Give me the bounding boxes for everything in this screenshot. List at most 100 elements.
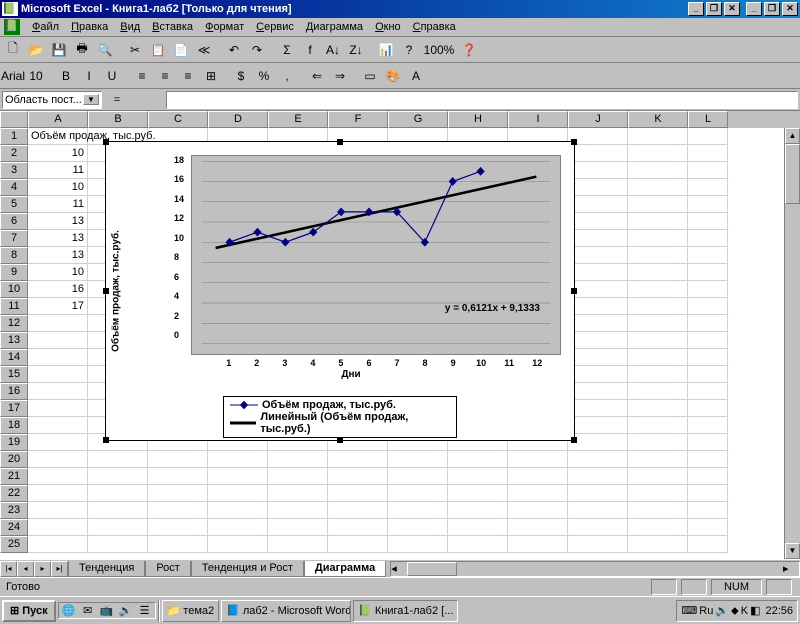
cell[interactable]: 10 — [28, 145, 88, 162]
cell[interactable] — [628, 264, 688, 281]
doc-close-button[interactable]: ✕ — [724, 2, 740, 16]
tray-icon[interactable]: 🔊 — [715, 605, 729, 617]
cell[interactable] — [568, 434, 628, 451]
tray-icon[interactable]: Ru — [699, 605, 713, 617]
cell[interactable] — [688, 485, 728, 502]
excel-doc-icon[interactable]: 📗 — [4, 19, 20, 35]
tray-icon[interactable]: ⬥ — [731, 605, 739, 617]
cell[interactable] — [388, 451, 448, 468]
toolbar-button[interactable]: Z↓ — [345, 39, 367, 61]
cell[interactable] — [208, 519, 268, 536]
cell[interactable] — [448, 468, 508, 485]
cell[interactable] — [148, 519, 208, 536]
cell[interactable]: 17 — [28, 298, 88, 315]
cell[interactable] — [508, 468, 568, 485]
cell[interactable] — [208, 485, 268, 502]
toolbar-button[interactable]: 🖶 — [71, 39, 93, 61]
toolbar-button[interactable]: 📋 — [147, 39, 169, 61]
cell[interactable] — [628, 536, 688, 553]
menu-правка[interactable]: Правка — [65, 19, 114, 35]
cell[interactable] — [568, 417, 628, 434]
cell[interactable] — [388, 536, 448, 553]
toolbar-button[interactable]: ↷ — [246, 39, 268, 61]
cell[interactable] — [628, 298, 688, 315]
toolbar-button[interactable]: Σ — [276, 39, 298, 61]
sheet-tab[interactable]: Тенденция — [68, 561, 145, 577]
cell[interactable] — [688, 383, 728, 400]
cell[interactable] — [328, 468, 388, 485]
cell[interactable] — [208, 502, 268, 519]
cell[interactable] — [28, 536, 88, 553]
cell[interactable]: 16 — [28, 281, 88, 298]
cell[interactable] — [148, 468, 208, 485]
cell[interactable] — [688, 349, 728, 366]
cell[interactable] — [448, 536, 508, 553]
toolbar-button[interactable]: 🎨 — [382, 65, 404, 87]
cell[interactable] — [148, 502, 208, 519]
cell[interactable] — [28, 468, 88, 485]
cell[interactable] — [628, 417, 688, 434]
cell[interactable] — [448, 502, 508, 519]
row-header[interactable]: 9 — [0, 264, 28, 281]
cell[interactable] — [28, 502, 88, 519]
cell[interactable] — [28, 349, 88, 366]
cell[interactable] — [688, 366, 728, 383]
cell[interactable] — [508, 536, 568, 553]
cell[interactable] — [688, 502, 728, 519]
cell[interactable] — [568, 383, 628, 400]
cell[interactable]: 13 — [28, 230, 88, 247]
tray-icon[interactable]: ⌨ — [681, 605, 697, 617]
row-header[interactable]: 23 — [0, 502, 28, 519]
row-header[interactable]: 25 — [0, 536, 28, 553]
row-header[interactable]: 15 — [0, 366, 28, 383]
cell[interactable] — [28, 519, 88, 536]
toolbar-button[interactable]: ≡ — [154, 65, 176, 87]
cell[interactable] — [568, 519, 628, 536]
cell[interactable] — [688, 417, 728, 434]
menu-диаграмма[interactable]: Диаграмма — [300, 19, 369, 35]
toolbar-button[interactable]: ≡ — [177, 65, 199, 87]
cell[interactable] — [568, 281, 628, 298]
cell[interactable] — [628, 349, 688, 366]
doc-min-button[interactable]: _ — [688, 2, 704, 16]
row-header[interactable]: 12 — [0, 315, 28, 332]
cell[interactable] — [328, 451, 388, 468]
cell[interactable] — [268, 519, 328, 536]
sheet-tab[interactable]: Диаграмма — [304, 561, 386, 577]
toolbar-button[interactable]: 10 — [25, 65, 47, 87]
row-header[interactable]: 21 — [0, 468, 28, 485]
cell[interactable] — [88, 468, 148, 485]
cell[interactable] — [688, 264, 728, 281]
cell[interactable] — [328, 519, 388, 536]
toolbar-button[interactable]: ↶ — [223, 39, 245, 61]
toolbar-button[interactable]: A↓ — [322, 39, 344, 61]
cell[interactable] — [448, 451, 508, 468]
toolbar-button[interactable]: ✂ — [124, 39, 146, 61]
cell[interactable] — [268, 502, 328, 519]
cell[interactable] — [688, 468, 728, 485]
win-max-button[interactable]: ❐ — [764, 2, 780, 16]
cell[interactable] — [688, 315, 728, 332]
toolbar-button[interactable]: 100% — [428, 39, 450, 61]
cell[interactable] — [568, 485, 628, 502]
scroll-right-button[interactable]: ▸ — [783, 562, 799, 576]
cell[interactable] — [568, 332, 628, 349]
row-header[interactable]: 18 — [0, 417, 28, 434]
cell[interactable] — [628, 179, 688, 196]
cell[interactable] — [688, 519, 728, 536]
cell[interactable] — [568, 366, 628, 383]
cell[interactable] — [28, 315, 88, 332]
win-min-button[interactable]: _ — [746, 2, 762, 16]
menu-вставка[interactable]: Вставка — [146, 19, 199, 35]
toolbar-button[interactable]: ❓ — [458, 39, 480, 61]
column-header[interactable]: D — [208, 111, 268, 128]
tray-icon[interactable]: ◧ — [750, 605, 760, 617]
cell[interactable] — [388, 468, 448, 485]
cell[interactable] — [568, 230, 628, 247]
cell[interactable] — [688, 247, 728, 264]
cell[interactable] — [688, 434, 728, 451]
cell[interactable] — [688, 162, 728, 179]
toolbar-button[interactable]: 📂 — [25, 39, 47, 61]
column-header[interactable]: I — [508, 111, 568, 128]
row-header[interactable]: 17 — [0, 400, 28, 417]
